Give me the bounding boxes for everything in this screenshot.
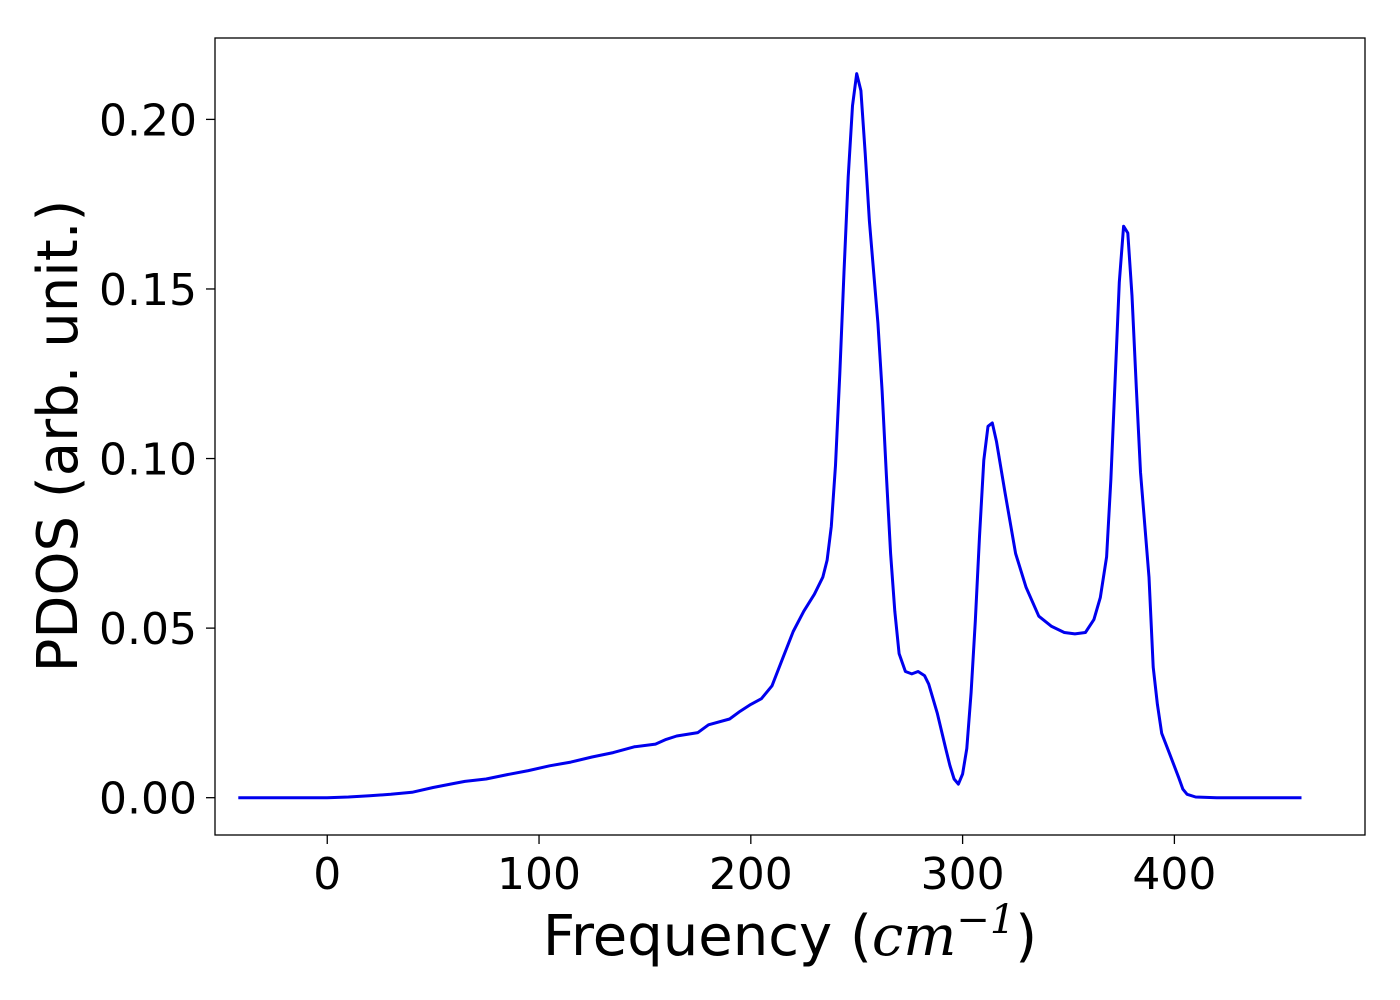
x-tick-label: 300: [921, 849, 1005, 900]
y-axis-ticks: 0.00 0.05 0.10 0.15 0.20: [99, 95, 215, 825]
y-tick-label: 0.15: [99, 265, 197, 316]
x-axis-title: Frequency (cm−1): [543, 897, 1037, 969]
plot-area-frame: [214, 37, 1366, 836]
x-tick-label: 400: [1132, 849, 1216, 900]
x-tick-label: 200: [709, 849, 793, 900]
y-tick-label: 0.00: [99, 774, 197, 825]
y-tick-label: 0.20: [99, 95, 197, 146]
x-axis-ticks: 0 100 200 300 400: [313, 835, 1216, 900]
y-tick-label: 0.05: [99, 604, 197, 655]
y-tick-label: 0.10: [99, 435, 197, 486]
y-axis-title: PDOS (arb. unit.): [26, 200, 91, 673]
x-tick-label: 100: [497, 849, 581, 900]
x-tick-label: 0: [313, 849, 341, 900]
pdos-series-line: [238, 72, 1302, 800]
